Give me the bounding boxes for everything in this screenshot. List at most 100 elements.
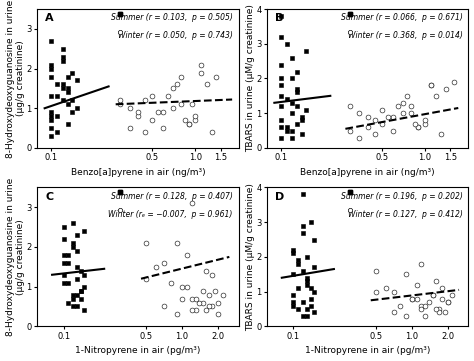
Point (299, 192, 307, 197)
Point (373, 289, 380, 295)
Point (407, 103, 415, 109)
Point (310, 237, 318, 243)
Point (69, 220, 77, 226)
Point (59, 54, 66, 60)
Point (289, 128, 296, 134)
Point (408, 296, 416, 301)
Text: Winter (rₑ = −0.007,  p = 0.961): Winter (rₑ = −0.007, p = 0.961) (109, 210, 233, 219)
Point (116, 101, 124, 107)
Point (154, 109, 162, 115)
Point (303, 282, 310, 288)
Point (160, 304, 168, 309)
Point (47, 133, 55, 139)
Point (283, 128, 291, 134)
Point (73, 264, 81, 270)
Point (47, 109, 55, 115)
Point (425, 299, 433, 305)
Point (60, 272, 67, 278)
Point (60, 252, 67, 258)
Point (69, 70, 76, 75)
Point (64, 74, 72, 79)
Text: C: C (46, 192, 54, 202)
Point (371, 131, 379, 137)
Point (451, 79, 458, 85)
Point (148, 117, 156, 123)
Point (60, 260, 67, 266)
Point (346, 103, 354, 109)
Point (219, 292, 227, 297)
Point (399, 110, 407, 116)
Point (160, 260, 168, 266)
Point (290, 271, 297, 277)
Point (199, 300, 207, 305)
Point (399, 100, 407, 106)
Text: Winter (r = 0.050,  p = 0.743): Winter (r = 0.050, p = 0.743) (118, 31, 233, 40)
Point (294, 261, 302, 267)
Point (289, 110, 296, 116)
Point (294, 285, 302, 291)
Point (415, 124, 422, 130)
Point (81, 228, 88, 234)
Point (441, 310, 449, 316)
Point (198, 70, 205, 75)
Point (277, 62, 285, 68)
Point (203, 82, 210, 87)
Point (213, 74, 220, 79)
Point (429, 292, 437, 298)
Point (421, 117, 429, 123)
Point (356, 135, 363, 140)
Point (60, 236, 67, 242)
Point (436, 306, 443, 312)
Point (371, 117, 379, 123)
Point (169, 86, 177, 91)
Point (59, 97, 66, 103)
Point (277, 83, 285, 88)
Point (178, 101, 185, 107)
Point (389, 128, 397, 134)
Point (143, 240, 150, 246)
Point (188, 101, 196, 107)
Point (277, 103, 285, 109)
Point (384, 114, 392, 119)
Point (64, 252, 72, 258)
Point (134, 109, 142, 115)
Point (126, 125, 134, 131)
Point (73, 105, 81, 111)
Point (69, 240, 77, 246)
Text: Winter (r = 0.368,  p = 0.014): Winter (r = 0.368, p = 0.014) (347, 31, 463, 40)
Point (164, 93, 172, 99)
Point (299, 223, 307, 229)
Point (73, 304, 81, 309)
Point (81, 272, 88, 278)
Point (47, 66, 55, 71)
Point (298, 117, 306, 123)
Point (293, 86, 301, 92)
Point (209, 272, 216, 278)
Point (64, 86, 72, 91)
Point (299, 299, 307, 305)
Point (303, 313, 310, 319)
Text: Summer (r = 0.066,  p = 0.671): Summer (r = 0.066, p = 0.671) (340, 13, 463, 22)
Text: Winter (r = 0.127,  p = 0.412): Winter (r = 0.127, p = 0.412) (347, 210, 463, 219)
Point (191, 113, 199, 119)
Point (277, 124, 285, 130)
Point (202, 308, 210, 313)
Point (206, 304, 213, 309)
Point (307, 219, 314, 225)
X-axis label: 1-Nitropyrene in air (pg/m³): 1-Nitropyrene in air (pg/m³) (75, 347, 201, 356)
Point (116, 97, 124, 103)
Point (397, 303, 404, 308)
Point (421, 303, 429, 308)
Point (432, 306, 440, 312)
Point (356, 110, 363, 116)
Point (283, 124, 291, 130)
Point (167, 280, 174, 286)
Point (209, 304, 216, 309)
Point (47, 62, 55, 68)
Point (73, 276, 81, 282)
Y-axis label: 8-Hydroxydeoxyguanosine in urine
(μg/g creatinine): 8-Hydroxydeoxyguanosine in urine (μg/g c… (6, 0, 25, 158)
Point (302, 48, 310, 53)
Point (81, 284, 88, 290)
Point (208, 129, 216, 135)
Point (178, 74, 185, 79)
